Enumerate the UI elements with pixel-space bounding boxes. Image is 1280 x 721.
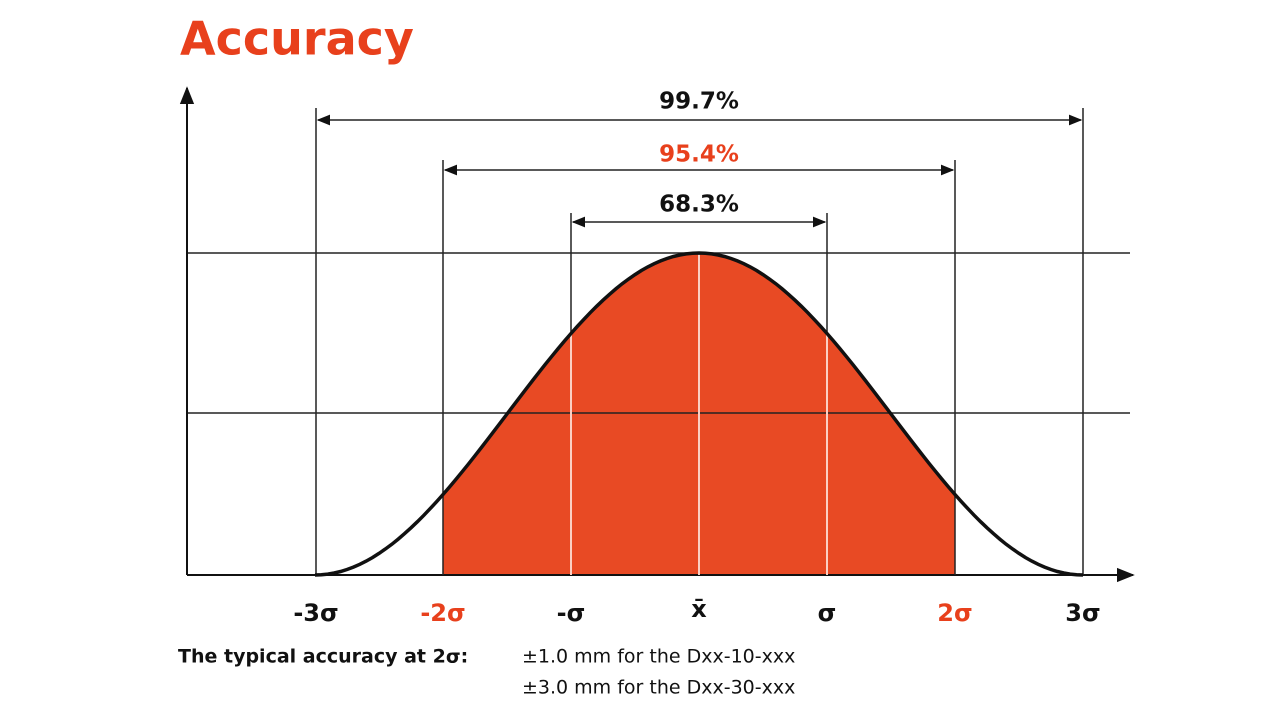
interval-label: 99.7%: [659, 89, 739, 115]
curve: [314, 251, 1084, 577]
note-label: The typical accuracy at 2σ:: [178, 646, 468, 668]
title: Accuracy: [180, 12, 414, 66]
interval-label: 68.3%: [659, 192, 739, 218]
axis-label: 3σ: [1065, 599, 1100, 627]
axis-label: σ: [818, 599, 837, 627]
note-line: ±1.0 mm for the Dxx-10-xxx: [522, 646, 795, 668]
axis-label: -2σ: [420, 599, 465, 627]
axis-label: x̄: [691, 595, 707, 623]
diagram: 99.7% 95.4% 68.3% -3σ -2σ -σ x̄ σ 2σ 3σ: [179, 86, 1135, 627]
axis-label: -σ: [557, 599, 586, 627]
axis-label: 2σ: [937, 599, 972, 627]
axis-label: -3σ: [293, 599, 338, 627]
note-line: ±3.0 mm for the Dxx-30-xxx: [522, 677, 795, 699]
interval-label: 95.4%: [659, 142, 739, 168]
